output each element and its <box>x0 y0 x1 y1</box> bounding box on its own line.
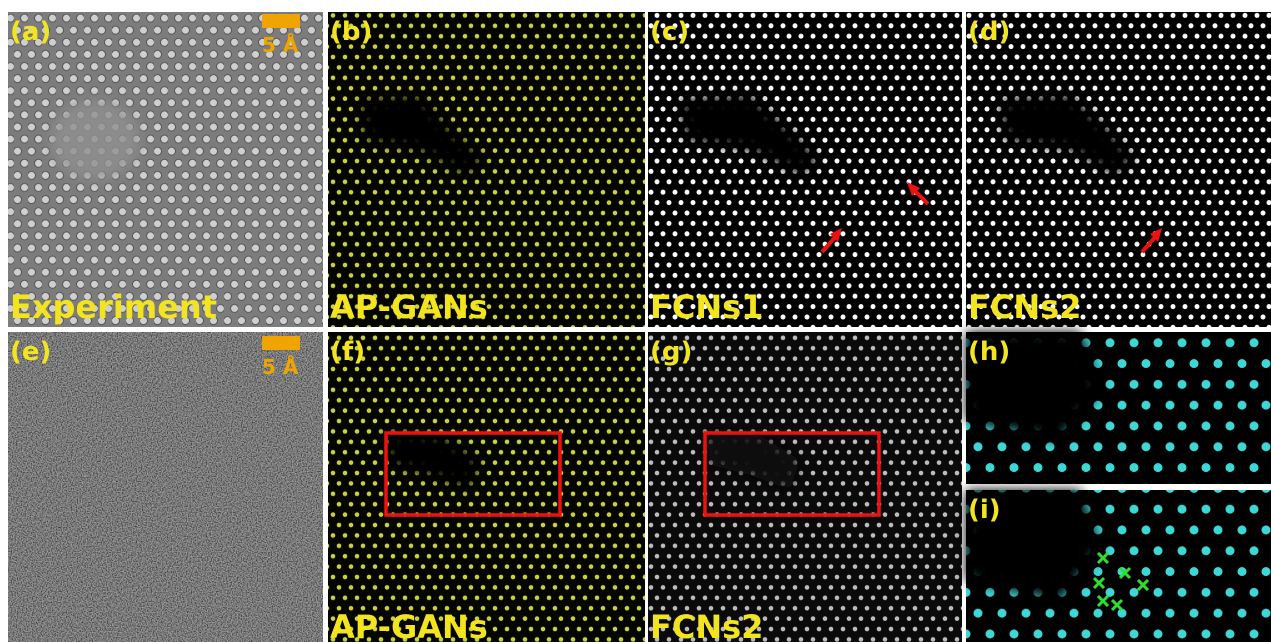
panel-caption: AP-GANs <box>330 288 488 326</box>
panel-caption: Experiment <box>10 288 217 326</box>
panel-label: (h) <box>968 337 1010 367</box>
panel-f: (f) AP-GANs <box>328 332 645 642</box>
panel-label: (a) <box>10 17 51 47</box>
panel-i: (i) <box>966 490 1271 642</box>
panel-caption: FCNs1 <box>650 288 763 326</box>
panel-caption: AP-GANs <box>330 608 488 642</box>
panel-caption: FCNs2 <box>968 288 1081 326</box>
figure: (a) 5 Å Experiment (b) AP-GANs (c) FCNs1… <box>0 0 1271 642</box>
panel-label: (e) <box>10 337 51 367</box>
panel-g: (g) FCNs2 <box>648 332 962 642</box>
panel-label: (f) <box>330 337 365 367</box>
panel-d: (d) FCNs2 <box>966 12 1271 327</box>
panel-e: (e) 5 Å <box>8 332 323 642</box>
scale-label: 5 Å <box>262 355 299 379</box>
panel-label: (d) <box>968 17 1010 47</box>
panel-caption: FCNs2 <box>650 608 763 642</box>
panel-b: (b) AP-GANs <box>328 12 645 327</box>
panel-label: (i) <box>968 495 1001 525</box>
scale-label: 5 Å <box>262 33 299 57</box>
panel-label: (b) <box>330 17 372 47</box>
panel-label: (g) <box>650 337 692 367</box>
panel-c: (c) FCNs1 <box>648 12 962 327</box>
panel-a: (a) 5 Å Experiment <box>8 12 323 327</box>
panel-label: (c) <box>650 17 689 47</box>
panel-h: (h) <box>966 332 1271 484</box>
